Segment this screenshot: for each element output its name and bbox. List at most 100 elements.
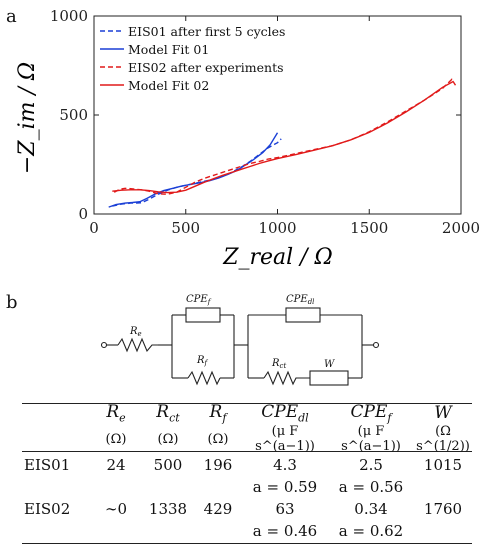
col-header-symbol: R: [106, 402, 120, 422]
col-unit-2: (Ω): [157, 431, 179, 447]
label-re: Re: [129, 326, 142, 338]
table-rule-top: [22, 403, 472, 404]
label-cpe-dl: CPEdl: [286, 294, 314, 306]
table-rule-mid: [22, 451, 472, 452]
table-body: EIS01 24 500 196 4.3 2.5 1015 a = 0.59 a = 0.56 E…: [22, 454, 472, 542]
table-cell-exponent: [142, 476, 194, 498]
label-rct: Rct: [271, 358, 286, 370]
row-label: EIS01: [24, 456, 71, 475]
table-cell: 2.5: [359, 456, 383, 475]
table-row: EIS01 24 500 196 4.3 2.5 1015: [22, 454, 472, 476]
x-tick-label: 500: [171, 219, 200, 237]
series-line-3: [113, 78, 457, 195]
col-header-symbol: R: [156, 402, 170, 422]
resistor-re: [117, 337, 158, 353]
col-unit-3: (Ω): [207, 431, 229, 447]
chart-axes: 0 500 1000 1500 2000 0 500 1000: [50, 7, 480, 237]
y-tick-label: 1000: [50, 7, 88, 25]
table-cell: 500: [153, 456, 183, 475]
chart-legend: EIS01 after first 5 cycles Model Fit 01 EI…: [100, 24, 285, 93]
panel-a-label: a: [6, 6, 17, 27]
col-header-3: Rf: [194, 402, 242, 424]
legend-label-2: Model Fit 01: [128, 42, 209, 57]
col-header-5: CPEf: [328, 402, 414, 424]
col-header-subscript: dl: [298, 411, 309, 425]
equivalent-circuit: Re CPEf Rf CPEdl Rct W: [100, 294, 380, 386]
cpe-dl-element: [285, 307, 321, 323]
col-header-subscript: e: [119, 411, 126, 425]
table-row: EIS02 ∼0 1338 429 63 0.34 1760: [22, 498, 472, 520]
parameter-table: Re Rct Rf CPEdl CPEf W (Ω) (Ω) (Ω) (μ F s^(a−1))…: [22, 402, 472, 542]
col-header-symbol: R: [209, 402, 223, 422]
table-cell-exponent: a = 0.59: [252, 478, 318, 497]
label-rf: Rf: [196, 355, 209, 367]
table-cell-exponent: [414, 520, 472, 542]
x-tick-label: 2000: [442, 219, 480, 237]
table-row-exponent: a = 0.59 a = 0.56: [22, 476, 472, 498]
legend-label-3: EIS02 after experiments: [128, 60, 284, 75]
chart-series: [108, 78, 457, 208]
y-tick-label: 0: [78, 205, 88, 223]
input-terminal: [100, 341, 108, 349]
table-header-row: Re Rct Rf CPEdl CPEf W: [22, 402, 472, 424]
table-cell: 429: [203, 500, 233, 519]
y-tick-label: 500: [59, 106, 88, 124]
series-line-4: [112, 80, 455, 194]
table-rule-bottom: [22, 543, 472, 544]
col-unit-6: (Ω s^(1/2)): [416, 424, 470, 455]
cpe-f-element: [185, 307, 221, 323]
table-cell-exponent: [194, 476, 242, 498]
label-w: W: [324, 359, 335, 370]
warburg-element: [309, 370, 349, 386]
table-cell: 63: [275, 500, 295, 519]
col-header-symbol: W: [434, 403, 452, 424]
col-header-subscript: f: [387, 411, 392, 425]
row-label-blank: [22, 476, 90, 498]
nyquist-chart: 0 500 1000 1500 2000 0 500 1000 EIS01 after fir…: [15, 7, 480, 270]
col-header-2: Rct: [142, 402, 194, 424]
col-header-symbol: CPE: [261, 402, 299, 422]
label-cpe-f: CPEf: [186, 294, 212, 306]
table-cell: 1760: [423, 500, 463, 519]
x-tick-label: 1500: [350, 219, 388, 237]
col-header-4: CPEdl: [242, 402, 328, 424]
col-unit-5: (μ F s^(a−1)): [341, 424, 401, 455]
table-cell-exponent: [194, 520, 242, 542]
legend-label-4: Model Fit 02: [128, 78, 209, 93]
resistor-rf: [187, 370, 221, 386]
x-tick-label: 0: [89, 219, 99, 237]
resistor-rct: [263, 370, 310, 386]
series-line-1: [112, 138, 282, 207]
panel-b-label: b: [6, 292, 18, 313]
table-cell: ∼0: [104, 500, 128, 519]
col-unit-4: (μ F s^(a−1)): [255, 424, 315, 455]
col-unit-1: (Ω): [105, 431, 127, 447]
table-unit-row: (Ω) (Ω) (Ω) (μ F s^(a−1)) (μ F s^(a−1)) (Ω s^…: [22, 424, 472, 454]
series-line-2: [108, 132, 279, 208]
table-cell-exponent: [90, 520, 142, 542]
table-cell-exponent: [142, 520, 194, 542]
table-cell: 4.3: [273, 456, 297, 475]
table-cell: 1015: [423, 456, 463, 475]
x-axis-label: Z_real / Ω: [222, 245, 333, 270]
col-header-subscript: ct: [169, 411, 180, 425]
x-tick-label: 1000: [258, 219, 296, 237]
table-cell-exponent: a = 0.62: [338, 522, 404, 541]
row-label: EIS02: [24, 500, 71, 519]
col-header-subscript: f: [222, 411, 227, 425]
y-axis-label: −Z_im / Ω: [15, 62, 40, 174]
table-cell-exponent: a = 0.56: [338, 478, 404, 497]
table-cell-exponent: a = 0.46: [252, 522, 318, 541]
col-header-6: W: [414, 402, 472, 424]
output-terminal: [372, 341, 380, 349]
col-header-symbol: CPE: [350, 402, 388, 422]
table-cell: 0.34: [354, 500, 388, 519]
table-cell: 1338: [148, 500, 188, 519]
table-cell: 196: [203, 456, 233, 475]
legend-label-1: EIS01 after first 5 cycles: [128, 24, 285, 39]
table-cell: 24: [106, 456, 126, 475]
table-cell-exponent: [414, 476, 472, 498]
unit-blank: [22, 424, 90, 454]
col-header-1: Re: [90, 402, 142, 424]
